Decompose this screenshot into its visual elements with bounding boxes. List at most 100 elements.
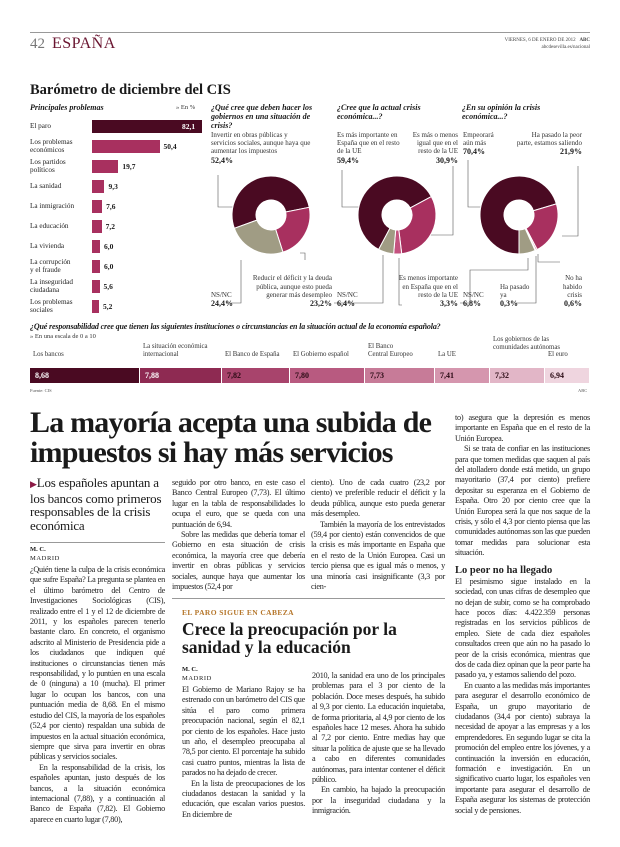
donut3-value-1: 21,9% bbox=[560, 147, 582, 157]
donut1-callout-2: NS/NC 24,4% bbox=[211, 291, 247, 308]
donut1-callout-1: Reducir el déficit y la deuda pública, a… bbox=[250, 274, 332, 308]
bar-label: Los partidos políticos bbox=[30, 158, 66, 174]
donut3-label-1: Ha pasado la peor parte, estamos saliend… bbox=[516, 131, 582, 148]
strip-value: 7,32 bbox=[495, 371, 509, 380]
bar-value: 82,1 bbox=[182, 122, 196, 131]
paragraph: 2010, la sanidad era uno de los principa… bbox=[312, 671, 445, 785]
donut2-slice-3 bbox=[378, 227, 397, 255]
divider bbox=[30, 542, 165, 543]
donut1-label-0: Invertir en obras públicas y servicios s… bbox=[211, 131, 311, 156]
strip-label: La situación económica internacional bbox=[143, 343, 208, 358]
subtitle-text: Los españoles apuntan a los bancos como … bbox=[30, 475, 162, 533]
article-column-3: ciento). Uno de cada cuatro (23,2 por ci… bbox=[311, 478, 445, 592]
strip-label: El Banco Central Europeo bbox=[368, 343, 413, 358]
strip-segment bbox=[435, 368, 490, 383]
bar-value: 5,6 bbox=[103, 282, 113, 291]
donut3-callout-1: Ha pasado la peor parte, estamos saliend… bbox=[516, 131, 582, 156]
bar-label: Los problemas económicos bbox=[30, 138, 73, 154]
article-column-2: seguido por otro banco, en este caso el … bbox=[172, 478, 305, 592]
author: M. C. bbox=[182, 666, 198, 673]
brand: ABC bbox=[579, 38, 590, 43]
paragraph: En cuanto a las medidas más importantes … bbox=[455, 680, 590, 815]
strip-value: 7,73 bbox=[370, 371, 384, 380]
paragraph: En la responsabilidad de la crisis, los … bbox=[30, 762, 165, 824]
bar-value: 7,2 bbox=[105, 222, 116, 231]
bar-chart-title: Principales problemas bbox=[30, 103, 104, 112]
paragraph: Si se trata de confiar en las institucio… bbox=[455, 444, 590, 558]
article2-column-1: El Gobierno de Mariano Rajoy se ha estre… bbox=[182, 685, 305, 820]
donut1-callout-0: Invertir en obras públicas y servicios s… bbox=[211, 131, 311, 165]
strip-segment bbox=[290, 368, 365, 383]
byline: M. C. MADRID bbox=[182, 666, 212, 683]
donut2-label-2: Es menos importante en España que en el … bbox=[398, 274, 458, 299]
article-subtitle: ▶Los españoles apuntan a los bancos como… bbox=[30, 476, 170, 532]
bar-value: 6,0 bbox=[104, 262, 114, 271]
bar-value: 6,0 bbox=[104, 242, 114, 251]
donut2-value-3: 6,4% bbox=[337, 299, 355, 308]
article-headline: La mayoría acepta una subida de impuesto… bbox=[30, 406, 432, 469]
strip-value: 7,82 bbox=[227, 371, 241, 380]
donut3-question: ¿En su opinión la crisis económica...? bbox=[462, 103, 541, 121]
strip-segment bbox=[30, 368, 140, 383]
date: VIERNES, 6 DE ENERO DE 2012 bbox=[504, 38, 576, 43]
donut2-callout-3: NS/NC 6,4% bbox=[337, 291, 371, 308]
paragraph: En la lista de preocupaciones de los ciu… bbox=[182, 778, 305, 819]
article-column-1: ¿Quién tiene la culpa de la crisis econó… bbox=[30, 565, 165, 825]
bar-chart-unit: » En % bbox=[176, 104, 196, 111]
place: MADRID bbox=[182, 674, 212, 682]
donut3-label-4: NS/NC bbox=[463, 290, 484, 299]
donut2-callout-2: Es menos importante en España que en el … bbox=[398, 274, 458, 308]
donut3-label-3: Ha pasado ya bbox=[500, 282, 530, 299]
donut2-label-3: NS/NC bbox=[337, 290, 358, 299]
strip-value: 7,88 bbox=[145, 371, 159, 380]
donut1-value-0: 52,4% bbox=[211, 155, 233, 165]
donut3-slice-0 bbox=[479, 175, 558, 255]
donut1-value-1: 23,2% bbox=[310, 299, 332, 308]
donut2-label-0: Es más importante en España que en el re… bbox=[337, 131, 400, 156]
bar bbox=[92, 240, 101, 253]
donut2-slice-1 bbox=[398, 195, 437, 255]
bar-value: 7,6 bbox=[106, 202, 116, 211]
article2-headline: Crece la preocupación por la sanidad y l… bbox=[182, 619, 397, 657]
bar-value: 19,7 bbox=[122, 162, 136, 171]
donut3-label-0: Empeorará aún más bbox=[463, 131, 494, 148]
strip-segment bbox=[490, 368, 545, 383]
paragraph: El pesimismo sigue instalado en la socie… bbox=[455, 576, 590, 680]
donut1-label-1: Reducir el déficit y la deuda pública, a… bbox=[252, 274, 332, 299]
bar-value: 5,2 bbox=[102, 302, 113, 311]
donut3-label-2: No ha habido crisis bbox=[562, 274, 582, 299]
triangle-bullet-icon: ▶ bbox=[30, 479, 37, 489]
bar-label: La sanidad bbox=[30, 182, 62, 190]
donut2-callout-1: Es más o menos igual que en el resto de … bbox=[404, 131, 458, 165]
donut1-value-2: 24,4% bbox=[211, 299, 233, 308]
bar bbox=[92, 260, 101, 273]
donut2-callout-0: Es más importante en España que en el re… bbox=[337, 131, 401, 165]
paragraph: seguido por otro banco, en este caso el … bbox=[172, 478, 305, 529]
bar-label: La vivienda bbox=[30, 242, 65, 250]
strip-label: El Banco de España bbox=[225, 350, 280, 358]
strip-segment bbox=[140, 368, 222, 383]
web-link[interactable]: abcdesevilla.es/nacional bbox=[541, 45, 590, 50]
article2-kicker: EL PARO SIGUE EN CABEZA bbox=[182, 608, 294, 617]
article-column-4: to) asegura que la depresión es menos im… bbox=[455, 413, 590, 816]
donut3-callout-0: Empeorará aún más 70,4% bbox=[463, 131, 503, 156]
donut2-slice-0 bbox=[357, 175, 433, 251]
bar bbox=[92, 280, 100, 293]
donut2-value-2: 3,3% bbox=[440, 299, 458, 308]
donut3-value-2: 0,6% bbox=[564, 299, 582, 308]
paragraph: También la mayoría de los entrevistados … bbox=[311, 519, 445, 592]
bar bbox=[92, 140, 160, 153]
strip-label: La UE bbox=[438, 350, 456, 358]
donut2-value-0: 59,4% bbox=[337, 155, 359, 165]
bar bbox=[92, 300, 99, 313]
bar bbox=[92, 200, 103, 213]
strip-value: 6,94 bbox=[550, 371, 564, 380]
bar-label: El paro bbox=[30, 122, 51, 130]
paragraph: ¿Quién tiene la culpa de la crisis econó… bbox=[30, 565, 165, 762]
strip-value: 7,80 bbox=[295, 371, 309, 380]
paragraph: En cambio, ha bajado la preocupación por… bbox=[312, 785, 445, 816]
strip-question: ¿Qué responsabilidad cree que tienen las… bbox=[30, 322, 441, 331]
article2-column-2: 2010, la sanidad era uno de los principa… bbox=[312, 671, 445, 817]
strip-segment bbox=[365, 368, 435, 383]
donut1-label-2: NS/NC bbox=[211, 290, 232, 299]
